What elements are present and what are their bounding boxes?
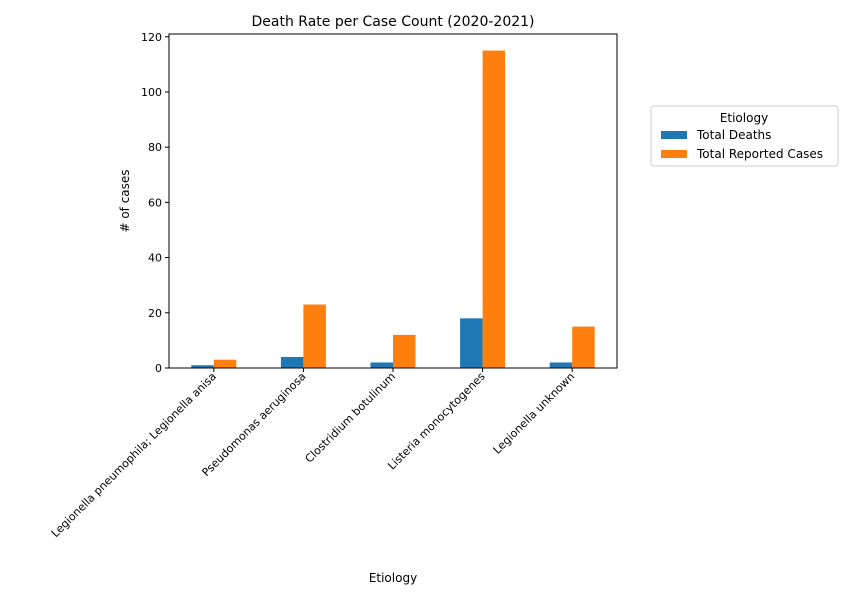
y-axis-label: # of cases bbox=[118, 169, 132, 232]
legend-label-deaths: Total Deaths bbox=[696, 128, 771, 142]
legend-swatch-deaths bbox=[661, 131, 687, 139]
y-tick-label: 80 bbox=[148, 141, 162, 154]
x-tick-label: Legionella unknown bbox=[491, 370, 578, 457]
bar-deaths bbox=[280, 356, 304, 368]
legend-label-cases: Total Reported Cases bbox=[696, 147, 823, 161]
x-tick-label: Listeria monocytogenes bbox=[385, 370, 488, 473]
bar-cases bbox=[482, 50, 506, 369]
legend-title: Etiology bbox=[720, 111, 768, 125]
plot-area: 0 20 40 60 80 100 120 Legionella pneumophila; L… bbox=[49, 31, 595, 540]
y-tick-label: 20 bbox=[148, 307, 162, 320]
bar-deaths bbox=[549, 362, 573, 368]
x-tick-label: Legionella pneumophila; Legionella anisa bbox=[49, 370, 219, 540]
y-tick-label: 0 bbox=[155, 362, 162, 375]
y-tick-label: 120 bbox=[141, 31, 162, 44]
bar-deaths bbox=[370, 362, 393, 368]
y-tick-label: 100 bbox=[141, 86, 162, 99]
plot-frame bbox=[168, 33, 618, 369]
legend-box bbox=[650, 105, 839, 167]
bar-cases bbox=[303, 304, 326, 368]
legend-swatch-cases bbox=[661, 150, 687, 158]
chart-title: Death Rate per Case Count (2020-2021) bbox=[251, 14, 534, 30]
y-tick-label: 40 bbox=[148, 252, 162, 265]
bar-cases bbox=[572, 326, 595, 368]
x-tick-label: Clostridium botulinum bbox=[303, 370, 399, 466]
bar-cases bbox=[393, 334, 416, 368]
bar-cases bbox=[213, 359, 237, 368]
bar-deaths bbox=[191, 365, 214, 368]
y-tick-label: 60 bbox=[148, 196, 162, 209]
x-axis-label: Etiology bbox=[369, 571, 417, 585]
legend: Etiology Total Deaths Total Reported Cas… bbox=[650, 105, 839, 167]
x-tick-label: Pseudomonas aeruginosa bbox=[199, 370, 308, 479]
bar-deaths bbox=[460, 318, 483, 368]
